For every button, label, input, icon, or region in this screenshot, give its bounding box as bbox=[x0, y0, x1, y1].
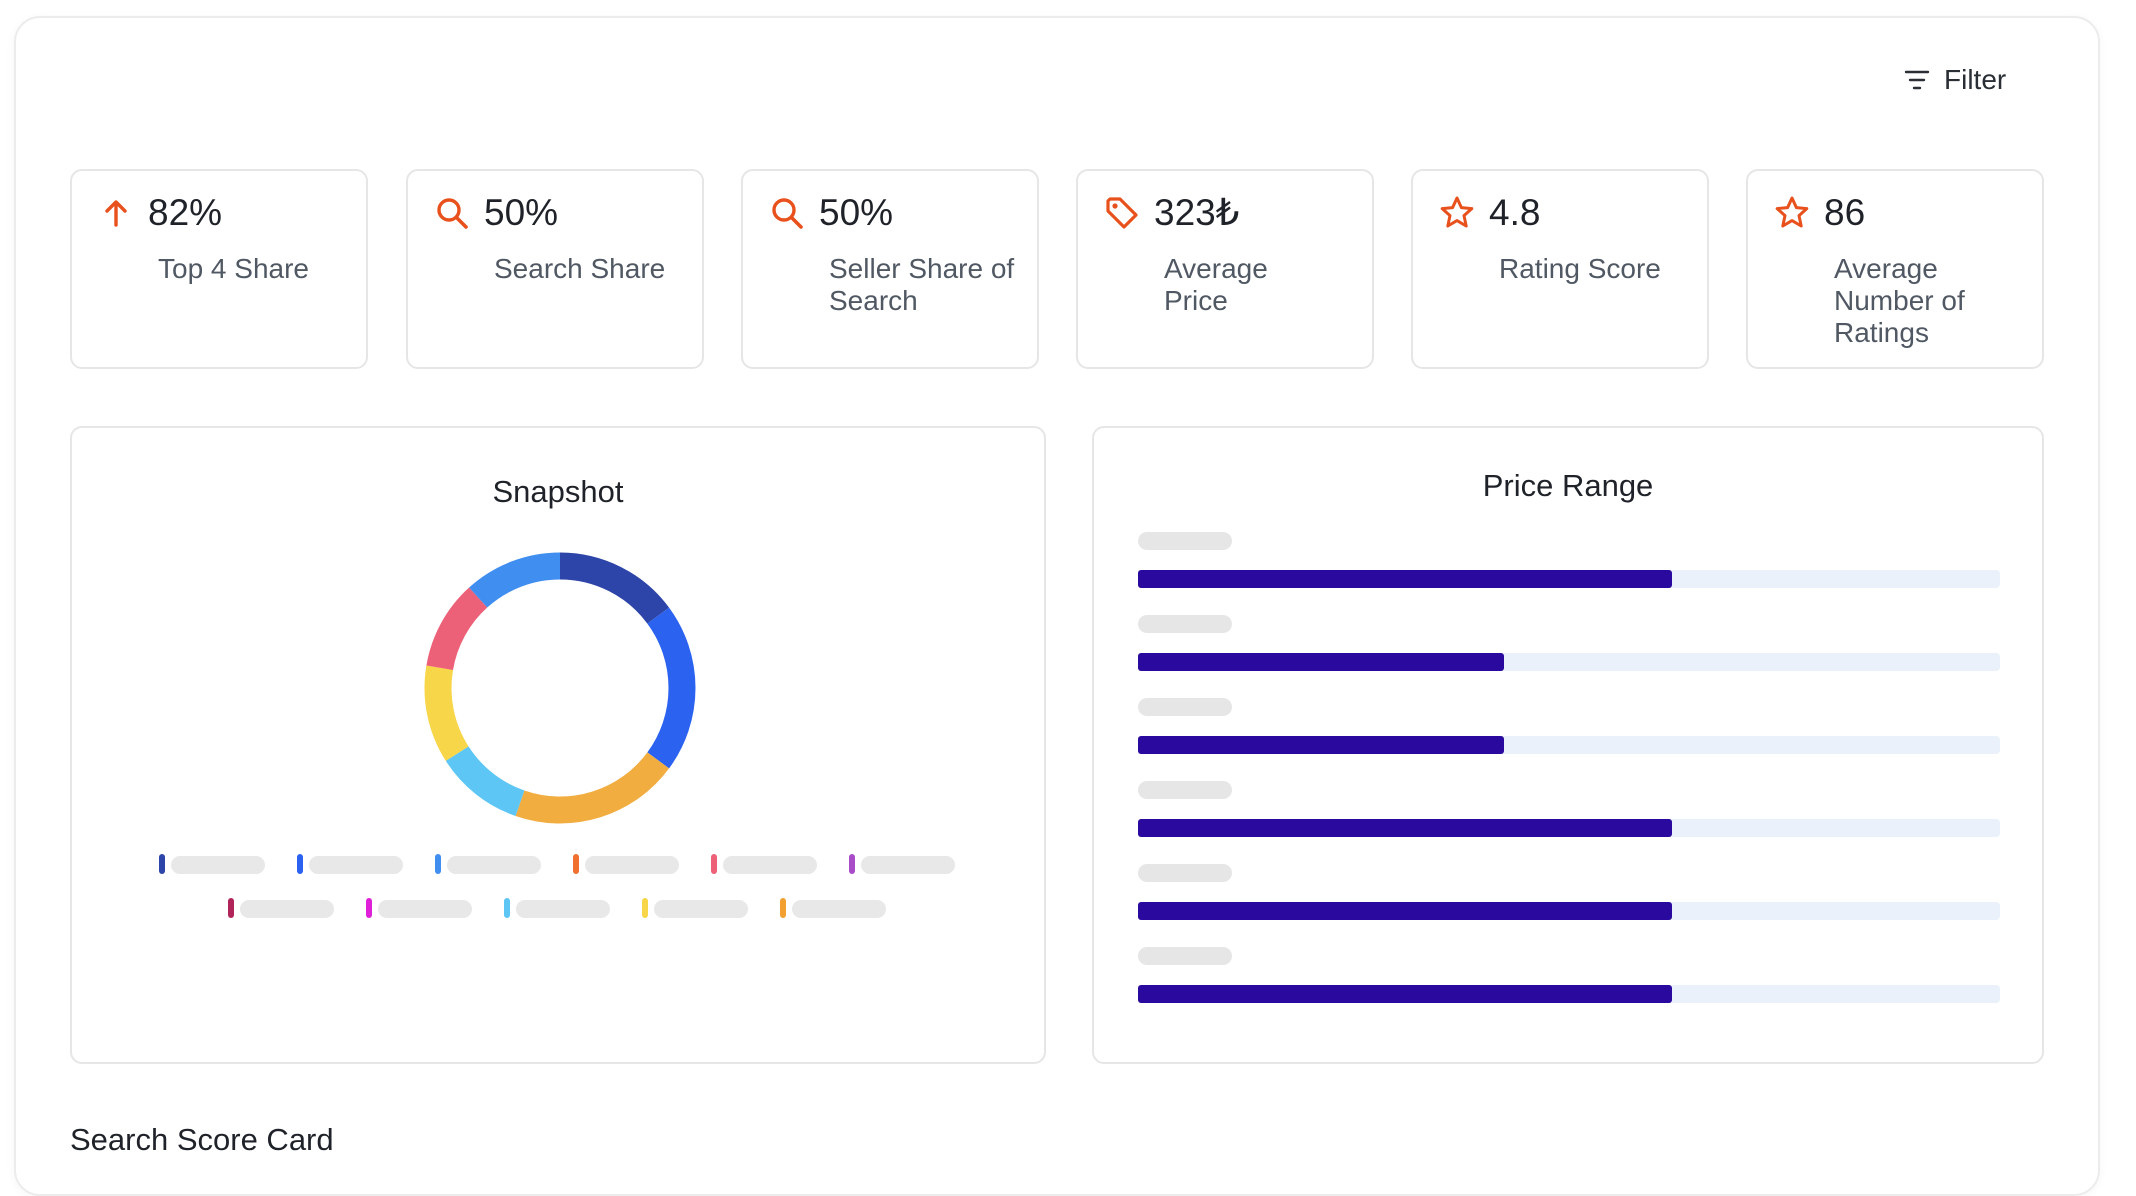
legend-item[interactable] bbox=[366, 896, 478, 920]
stat-card-average-price: 323₺ Average Price bbox=[1076, 169, 1374, 369]
price-range-label-placeholder bbox=[1138, 781, 1232, 799]
stat-label: Seller Share of Search bbox=[829, 253, 1015, 316]
price-range-row bbox=[1138, 615, 2000, 675]
legend-item[interactable] bbox=[504, 896, 616, 920]
legend-label-placeholder bbox=[654, 900, 748, 918]
price-range-bar[interactable] bbox=[1138, 985, 1673, 1003]
stat-value: 86 bbox=[1824, 192, 1866, 233]
price-range-label-placeholder bbox=[1138, 532, 1232, 550]
price-range-bar[interactable] bbox=[1138, 736, 1505, 754]
stat-card-rating-score: 4.8 Rating Score bbox=[1411, 169, 1709, 369]
snapshot-donut-chart bbox=[424, 552, 696, 824]
legend-item[interactable] bbox=[780, 896, 892, 920]
donut-segment-5[interactable] bbox=[424, 665, 469, 761]
stat-value: 50% bbox=[819, 192, 894, 233]
price-range-bar[interactable] bbox=[1138, 570, 1673, 588]
search-icon bbox=[772, 198, 803, 229]
snapshot-title: Snapshot bbox=[492, 474, 624, 509]
legend-color-marker bbox=[366, 898, 372, 918]
stat-card-average-number-of-ratings: 86 Average Number of Ratings bbox=[1746, 169, 2044, 369]
price-range-track bbox=[1138, 985, 2000, 1003]
snapshot-legend bbox=[72, 428, 1048, 1066]
stat-label: Average Price bbox=[1164, 253, 1268, 316]
stat-label: Rating Score bbox=[1499, 253, 1661, 284]
stat-card-seller-share-of-search: 50% Seller Share of Search bbox=[741, 169, 1039, 369]
price-range-bar[interactable] bbox=[1138, 653, 1505, 671]
donut-segment-3[interactable] bbox=[515, 752, 670, 824]
legend-label-placeholder bbox=[240, 900, 334, 918]
stat-value: 323₺ bbox=[1154, 192, 1240, 233]
price-range-track bbox=[1138, 819, 2000, 837]
legend-color-marker bbox=[849, 854, 855, 874]
price-range-title: Price Range bbox=[1482, 468, 1654, 503]
stat-card-top4-share: 82% Top 4 Share bbox=[70, 169, 368, 369]
donut-segment-2[interactable] bbox=[647, 607, 696, 769]
legend-item[interactable] bbox=[228, 896, 340, 920]
legend-label-placeholder bbox=[792, 900, 886, 918]
price-range-label-placeholder bbox=[1138, 615, 1232, 633]
donut-segment-1[interactable] bbox=[559, 552, 670, 624]
stat-card-search-share: 50% Search Share bbox=[406, 169, 704, 369]
legend-item[interactable] bbox=[159, 852, 271, 876]
stat-label: Average Number of Ratings bbox=[1834, 253, 1965, 348]
legend-label-placeholder bbox=[309, 856, 403, 874]
legend-label-placeholder bbox=[447, 856, 541, 874]
donut-segment-7[interactable] bbox=[469, 552, 561, 608]
price-range-row bbox=[1138, 532, 2000, 592]
legend-label-placeholder bbox=[171, 856, 265, 874]
price-range-bar[interactable] bbox=[1138, 902, 1673, 920]
arrow-up-icon bbox=[105, 200, 127, 227]
filter-button[interactable]: Filter bbox=[1904, 64, 2006, 96]
legend-color-marker bbox=[159, 854, 165, 874]
donut-segment-6[interactable] bbox=[426, 587, 488, 671]
legend-item[interactable] bbox=[297, 852, 409, 876]
price-range-track bbox=[1138, 570, 2000, 588]
legend-label-placeholder bbox=[516, 900, 610, 918]
legend-item[interactable] bbox=[642, 896, 754, 920]
legend-item[interactable] bbox=[849, 852, 961, 876]
stat-value: 82% bbox=[148, 192, 223, 233]
price-range-row bbox=[1138, 947, 2000, 1007]
legend-color-marker bbox=[780, 898, 786, 918]
legend-color-marker bbox=[228, 898, 234, 918]
price-range-label-placeholder bbox=[1138, 947, 1232, 965]
legend-color-marker bbox=[504, 898, 510, 918]
price-range-label-placeholder bbox=[1138, 698, 1232, 716]
price-range-row bbox=[1138, 781, 2000, 841]
legend-item[interactable] bbox=[435, 852, 547, 876]
legend-color-marker bbox=[642, 898, 648, 918]
price-range-panel: Price Range bbox=[1092, 426, 2044, 1064]
price-range-row bbox=[1138, 864, 2000, 924]
stat-value: 50% bbox=[484, 192, 559, 233]
price-range-track bbox=[1138, 736, 2000, 754]
legend-label-placeholder bbox=[723, 856, 817, 874]
legend-color-marker bbox=[297, 854, 303, 874]
star-icon bbox=[1440, 196, 1474, 228]
legend-label-placeholder bbox=[585, 856, 679, 874]
stat-label: Top 4 Share bbox=[158, 253, 309, 284]
price-range-bar[interactable] bbox=[1138, 819, 1673, 837]
filter-icon bbox=[1904, 70, 1930, 90]
stat-value: 4.8 bbox=[1489, 192, 1541, 233]
legend-label-placeholder bbox=[378, 900, 472, 918]
star-icon bbox=[1775, 196, 1809, 228]
search-score-card-title: Search Score Card bbox=[70, 1122, 334, 1157]
legend-item[interactable] bbox=[711, 852, 823, 876]
donut-segment-4[interactable] bbox=[445, 746, 525, 817]
filter-label: Filter bbox=[1944, 64, 2007, 95]
legend-label-placeholder bbox=[861, 856, 955, 874]
price-tag-icon bbox=[1106, 197, 1138, 229]
price-range-track bbox=[1138, 902, 2000, 920]
legend-color-marker bbox=[711, 854, 717, 874]
price-range-track bbox=[1138, 653, 2000, 671]
stat-label: Search Share bbox=[494, 253, 666, 284]
price-range-label-placeholder bbox=[1138, 864, 1232, 882]
snapshot-panel: Snapshot bbox=[70, 426, 1046, 1064]
price-range-row bbox=[1138, 698, 2000, 758]
legend-color-marker bbox=[435, 854, 441, 874]
legend-item[interactable] bbox=[573, 852, 685, 876]
search-icon bbox=[437, 198, 468, 229]
legend-color-marker bbox=[573, 854, 579, 874]
